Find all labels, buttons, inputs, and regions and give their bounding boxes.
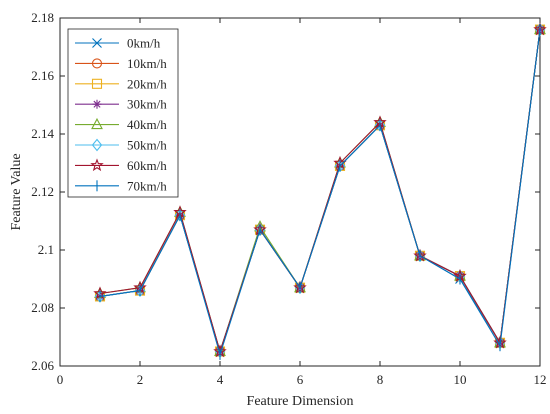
legend-label: 20km/h <box>127 76 167 91</box>
x-tick-label: 8 <box>377 372 384 387</box>
series-line <box>99 29 541 357</box>
y-tick-label: 2.18 <box>31 10 54 25</box>
y-tick-label: 2.1 <box>38 242 54 257</box>
data-point <box>91 78 103 89</box>
tick-labels: 0 2 4 6 8 10 12 2.06 2.08 2.1 2.12 2.14 2.16 2.18 <box>31 10 546 387</box>
legend-item: 0km/h <box>75 36 161 51</box>
data-point <box>92 38 102 48</box>
x-tick-label: 4 <box>217 372 224 387</box>
legend-item: 60km/h <box>75 158 167 173</box>
legend-label: 0km/h <box>127 36 161 51</box>
x-axis-label: Feature Dimension <box>247 394 354 409</box>
data-point <box>91 117 103 130</box>
legend-item: 20km/h <box>75 76 167 91</box>
y-tick-label: 2.06 <box>31 358 54 373</box>
legend-label: 60km/h <box>127 158 167 173</box>
legend-item: 50km/h <box>75 138 167 153</box>
x-tick-label: 6 <box>297 372 304 387</box>
legend-item: 70km/h <box>75 178 167 193</box>
series-70km/h <box>99 24 541 360</box>
y-tick-label: 2.08 <box>31 300 54 315</box>
legend-label: 50km/h <box>127 138 167 153</box>
legend-item: 30km/h <box>75 97 167 112</box>
legend-label: 40km/h <box>127 117 167 132</box>
data-point <box>90 158 104 172</box>
legend-item: 40km/h <box>75 117 167 132</box>
x-tick-label: 12 <box>534 372 547 387</box>
y-tick-label: 2.16 <box>31 68 54 83</box>
data-point <box>91 138 103 152</box>
x-tick-label: 10 <box>454 372 467 387</box>
legend-label: 10km/h <box>127 56 167 71</box>
y-tick-label: 2.14 <box>31 126 54 141</box>
legend-item: 10km/h <box>75 56 167 71</box>
y-tick-label: 2.12 <box>31 184 54 199</box>
data-point <box>91 58 103 69</box>
legend-label: 70km/h <box>127 178 167 193</box>
y-axis-label: Feature Value <box>9 153 24 230</box>
axis-ticks <box>59 17 541 367</box>
series-layer <box>93 22 547 360</box>
legend-label: 30km/h <box>127 97 167 112</box>
x-tick-label: 0 <box>57 372 64 387</box>
x-tick-label: 2 <box>137 372 144 387</box>
data-point <box>92 99 102 109</box>
legend: 0km/h 10km/h 20km/h 30km/h 40km/h 50km/h 60km/… <box>67 28 179 198</box>
legend-box <box>67 28 179 198</box>
